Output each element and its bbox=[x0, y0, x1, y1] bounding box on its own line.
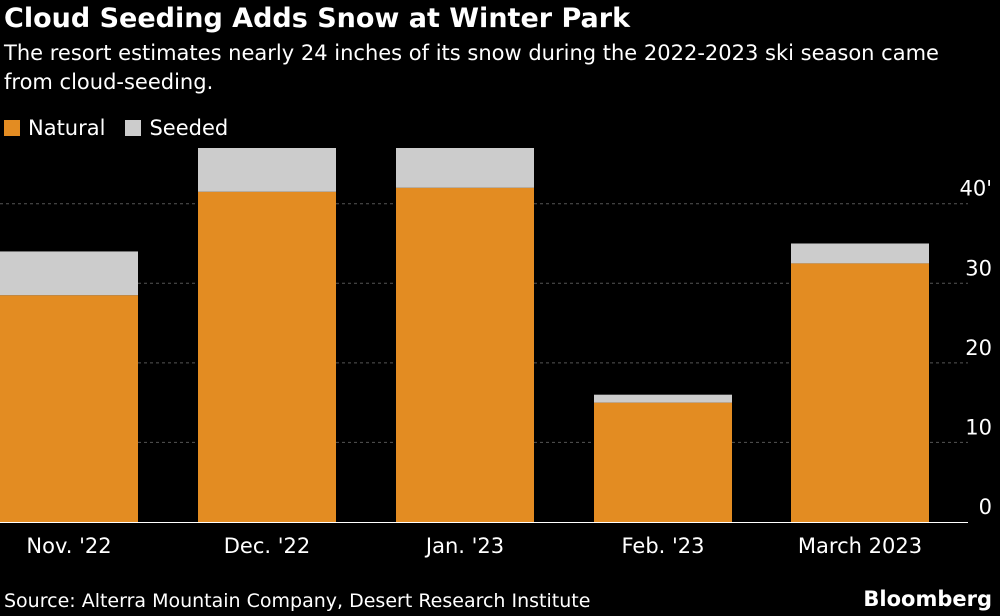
y-tick-label: 10 bbox=[965, 415, 992, 439]
bar-seeded-3 bbox=[594, 394, 732, 403]
legend: Natural Seeded bbox=[4, 114, 248, 142]
x-category-label: Jan. '23 bbox=[424, 534, 504, 558]
legend-label-seeded: Seeded bbox=[149, 116, 229, 140]
bar-natural-2 bbox=[396, 187, 534, 522]
y-tick-label: 0 bbox=[979, 495, 992, 519]
y-tick-label: 40' bbox=[960, 177, 993, 201]
chart-subtitle: The resort estimates nearly 24 inches of… bbox=[4, 41, 939, 94]
x-category-label: Dec. '22 bbox=[224, 534, 310, 558]
bar-seeded-0 bbox=[0, 251, 138, 296]
bars bbox=[0, 148, 929, 522]
bar-natural-4 bbox=[791, 263, 929, 522]
bar-seeded-4 bbox=[791, 243, 929, 264]
bar-natural-0 bbox=[0, 295, 138, 522]
stacked-bar-chart: 0 10 20 30 40' Nov. '22 Dec. '22 Jan. '23 Feb. '… bbox=[0, 148, 992, 558]
legend-item-natural: Natural bbox=[4, 114, 105, 142]
x-category-label: Nov. '22 bbox=[26, 534, 111, 558]
chart-title: Cloud Seeding Adds Snow at Winter Park bbox=[4, 3, 631, 34]
legend-swatch-seeded bbox=[125, 120, 142, 136]
legend-item-seeded: Seeded bbox=[125, 114, 228, 142]
y-tick-label: 20 bbox=[965, 336, 992, 360]
legend-label-natural: Natural bbox=[28, 116, 106, 140]
x-category-label: March 2023 bbox=[798, 534, 922, 558]
bar-seeded-1 bbox=[198, 148, 336, 192]
legend-swatch-natural bbox=[4, 120, 20, 136]
bloomberg-logo: Bloomberg bbox=[863, 587, 992, 611]
source-note: Source: Alterra Mountain Company, Desert… bbox=[4, 590, 591, 612]
y-tick-label: 30 bbox=[965, 256, 992, 280]
bar-natural-1 bbox=[198, 191, 336, 522]
axes: 0 10 20 30 40' Nov. '22 Dec. '22 Jan. '23 Feb. '… bbox=[0, 177, 992, 558]
bar-natural-3 bbox=[594, 402, 732, 522]
x-category-label: Feb. '23 bbox=[621, 534, 704, 558]
bar-seeded-2 bbox=[396, 148, 534, 188]
